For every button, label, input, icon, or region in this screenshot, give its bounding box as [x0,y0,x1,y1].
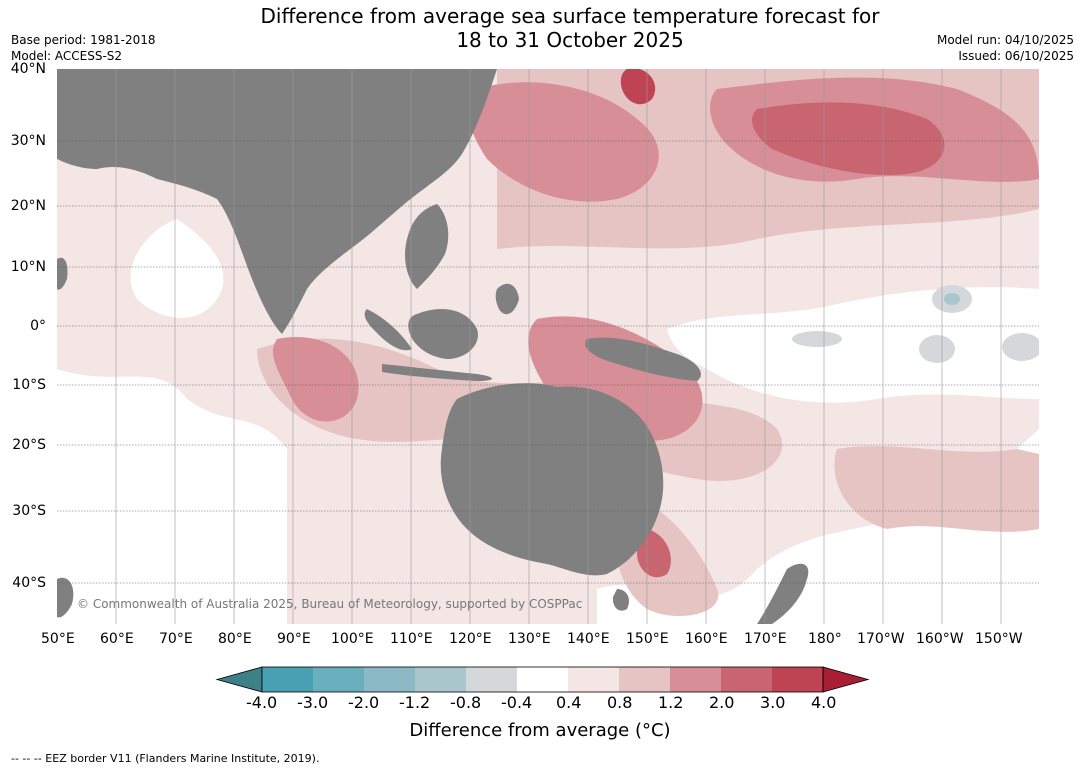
lon-label-80e: 80°E [218,631,252,647]
title-line-2: 18 to 31 October 2025 [456,28,684,52]
lon-label-170e: 170°E [744,631,787,647]
lon-label-150e: 150°E [626,631,669,647]
map-canvas [57,69,1039,624]
neutral-region-arabian-sea [130,219,224,318]
neutral-region-southwest [57,369,287,624]
colorbar [215,666,870,693]
lat-label-10n: 10°N [10,259,46,275]
meta-left: Base period: 1981-2018 Model: ACCESS-S2 [11,32,156,64]
lon-label-90e: 90°E [277,631,311,647]
lat-label-10s: 10°S [12,377,46,393]
copyright-notice: © Commonwealth of Australia 2025, Bureau… [77,597,583,611]
philippines [495,283,519,315]
colorbar-tick-12: 4.0 [811,693,837,712]
colorbar-tick-5: -0.8 [450,693,482,712]
colorbar-extend-low [215,666,263,693]
lon-label-110e: 110°E [390,631,433,647]
lat-label-30s: 30°S [12,503,46,519]
colorbar-tick-4: -1.2 [399,693,431,712]
meridians [115,69,1002,624]
sumatra [364,309,412,351]
lat-label-0: 0° [30,318,46,334]
colorbar-bin-5 [466,667,517,692]
colorbar-bin-10 [721,667,772,692]
borneo [408,309,478,359]
colorbar-label: Difference from average (°C) [409,720,671,741]
cool-patch-core [944,293,960,305]
lon-label-160w: 160°W [916,631,964,647]
meta-right: Model run: 04/10/2025 Issued: 06/10/2025 [937,32,1074,64]
colorbar-tick-7: 0.4 [556,693,582,712]
colorbar-bin-2 [313,667,364,692]
lon-label-130e: 130°E [508,631,551,647]
indochina [405,204,449,289]
lon-label-100e: 100°E [331,631,374,647]
lon-label-180: 180° [808,631,842,647]
lon-label-170w: 170°W [857,631,905,647]
colorbar-extend-high [822,666,870,693]
model-run: Model run: 04/10/2025 [936,33,1074,47]
issued-date: Issued: 06/10/2025 [958,49,1074,63]
colorbar-tick-2: -3.0 [297,693,329,712]
colorbar-bin-8 [619,667,670,692]
colorbar-bin-3 [364,667,415,692]
title-line-1: Difference from average sea surface temp… [260,4,880,28]
cool-patch-4 [1002,333,1039,361]
lat-label-40s: 40°S [12,575,46,591]
colorbar-tick-11: 3.0 [760,693,786,712]
very-warm-spot-tasman [637,529,671,578]
lat-label-40n: 40°N [10,61,46,77]
tasmania [612,589,629,611]
warm-region-south-pacific [834,446,1039,532]
lon-label-150w: 150°W [975,631,1023,647]
lon-label-160e: 160°E [685,631,728,647]
new-zealand [757,563,809,624]
colorbar-bin-6 [517,667,568,692]
southern-africa [57,577,74,618]
extreme-warm-spot [620,69,656,105]
strong-warm-region-eastern-indian-ocean [272,337,359,422]
eez-footnote: -- -- -- EEZ border V11 (Flanders Marine… [11,752,320,765]
cool-patch-3 [919,335,955,363]
lon-label-120e: 120°E [449,631,492,647]
model-name: Model: ACCESS-S2 [11,49,123,63]
colorbar-tick-6: -0.4 [501,693,533,712]
colorbar-segments [215,666,870,693]
lat-label-20n: 20°N [10,198,46,214]
colorbar-tick-9: 1.2 [658,693,684,712]
very-warm-region-northwest-pacific [752,102,945,175]
australia [440,383,664,576]
colorbar-tick-3: -2.0 [348,693,380,712]
strong-warm-region-east-china-sea [468,82,659,202]
sst-anomaly-map [57,69,1039,624]
colorbar-tick-10: 2.0 [709,693,735,712]
colorbar-bin-11 [772,667,823,692]
new-guinea [585,337,701,381]
colorbar-bin-4 [415,667,466,692]
asia-mainland [57,69,497,334]
map-title: Difference from average sea surface temp… [220,4,920,52]
colorbar-frame [261,666,824,693]
africa-horn [57,257,68,290]
colorbar-bin-1 [262,667,313,692]
cool-patch-2 [792,331,842,347]
colorbar-bin-9 [670,667,721,692]
lat-label-20s: 20°S [12,437,46,453]
lon-label-70e: 70°E [159,631,193,647]
lon-label-140e: 140°E [567,631,610,647]
neutral-region-equatorial-pacific [667,287,1039,403]
colorbar-tick-1: -4.0 [246,693,278,712]
colorbar-bin-7 [568,667,619,692]
java [382,364,492,381]
lon-label-60e: 60°E [100,631,134,647]
lat-label-30n: 30°N [10,133,46,149]
colorbar-tick-8: 0.8 [607,693,633,712]
neutral-region-southeast [597,429,1039,624]
land [57,69,809,624]
base-period: Base period: 1981-2018 [11,33,156,47]
lon-label-50e: 50°E [41,631,75,647]
